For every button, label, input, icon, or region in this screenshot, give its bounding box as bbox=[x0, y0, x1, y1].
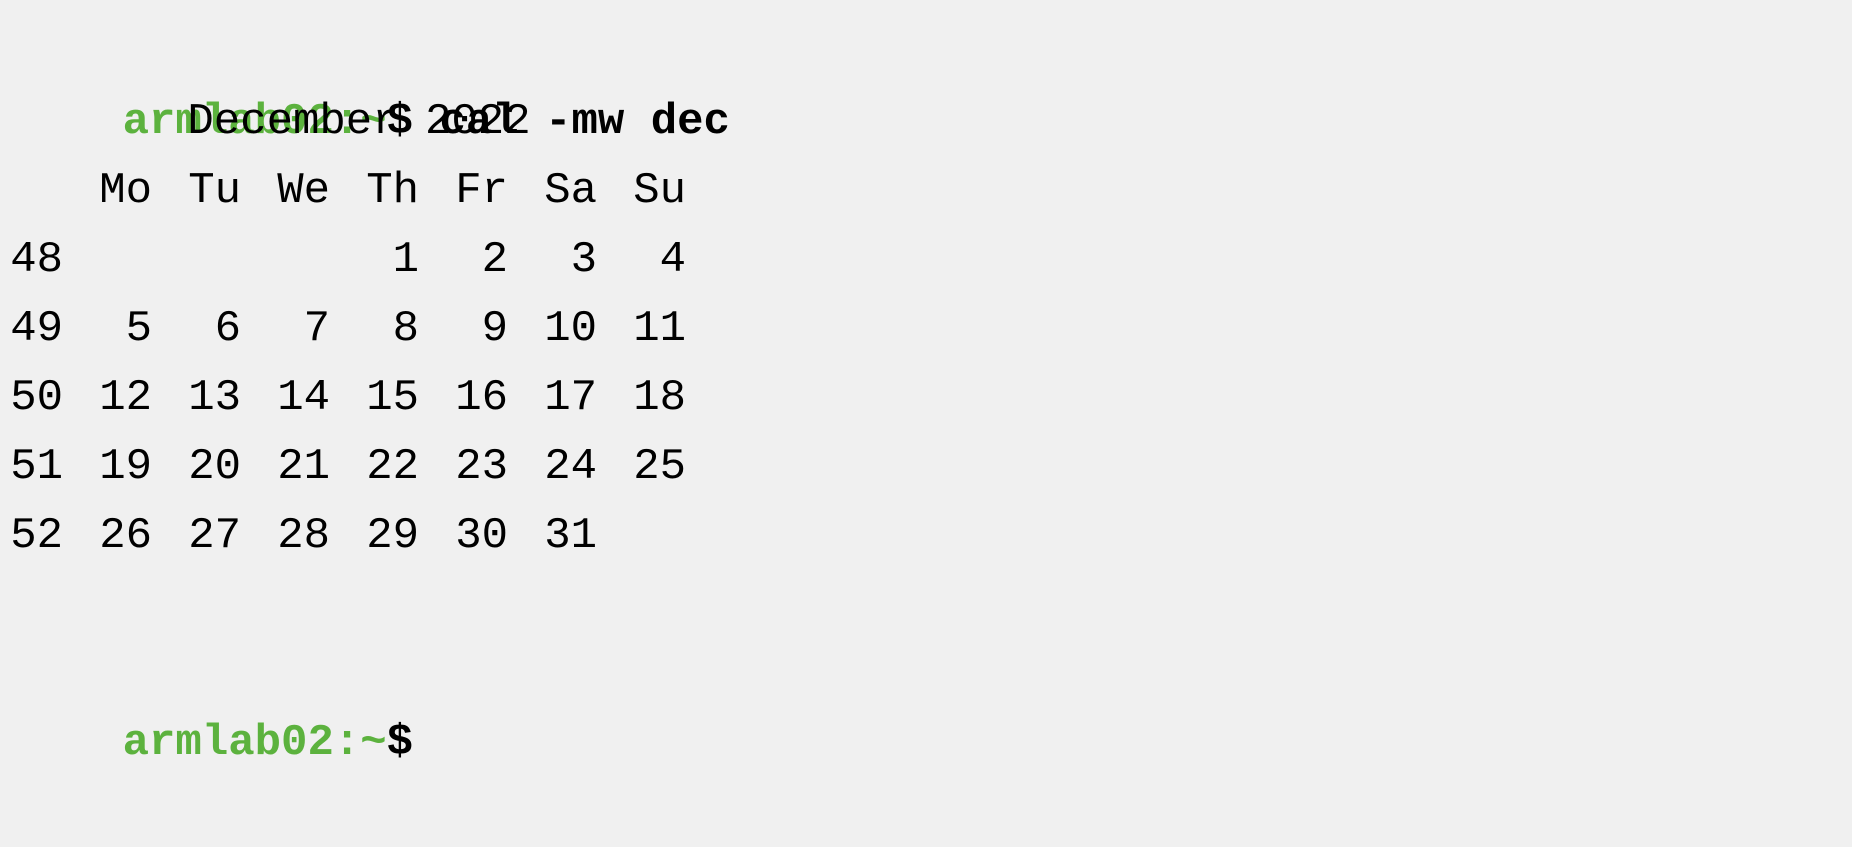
day-cell: 25 bbox=[633, 442, 686, 492]
weekday-label: We bbox=[277, 166, 330, 216]
prompt-host: armlab02:~ bbox=[122, 97, 387, 147]
day-cell: 20 bbox=[188, 442, 241, 492]
day-cell: 2 bbox=[481, 235, 508, 285]
day-cell: 12 bbox=[99, 373, 152, 423]
day-cell: 22 bbox=[366, 442, 419, 492]
day-cell: 17 bbox=[544, 373, 597, 423]
day-cell: 8 bbox=[392, 304, 419, 354]
day-cell: 14 bbox=[277, 373, 330, 423]
weekday-label: Fr bbox=[455, 166, 508, 216]
day-cell: 29 bbox=[366, 511, 419, 561]
weekday-label: Mo bbox=[99, 166, 152, 216]
day-cell: 15 bbox=[366, 373, 419, 423]
day-cell: 9 bbox=[481, 304, 508, 354]
day-cell: 5 bbox=[125, 304, 152, 354]
command-line: armlab02:~$ cal -mw dec bbox=[17, 19, 730, 147]
week-number: 49 bbox=[10, 304, 63, 354]
day-cell: 11 bbox=[633, 304, 686, 354]
day-cell: 19 bbox=[99, 442, 152, 492]
week-number: 52 bbox=[10, 511, 63, 561]
prompt-sign: $ bbox=[386, 718, 414, 768]
day-cell: 3 bbox=[570, 235, 597, 285]
terminal-window[interactable]: armlab02:~$ cal -mw dec December 2022 Mo… bbox=[0, 0, 1852, 768]
day-cell: 7 bbox=[303, 304, 330, 354]
weekday-label: Su bbox=[633, 166, 686, 216]
day-cell: 13 bbox=[188, 373, 241, 423]
prompt-host: armlab02:~ bbox=[122, 718, 387, 768]
day-cell: 26 bbox=[99, 511, 152, 561]
day-cell: 23 bbox=[455, 442, 508, 492]
week-number: 50 bbox=[10, 373, 63, 423]
day-cell: 27 bbox=[188, 511, 241, 561]
weekday-label: Th bbox=[366, 166, 419, 216]
day-cell: 16 bbox=[455, 373, 508, 423]
day-cell: 21 bbox=[277, 442, 330, 492]
day-cell: 10 bbox=[544, 304, 597, 354]
day-cell: 18 bbox=[633, 373, 686, 423]
week-number: 48 bbox=[10, 235, 63, 285]
command-text: cal -mw dec bbox=[413, 97, 730, 147]
day-cell: 4 bbox=[659, 235, 686, 285]
prompt-sign: $ bbox=[386, 97, 414, 147]
day-cell: 24 bbox=[544, 442, 597, 492]
weekday-label: Sa bbox=[544, 166, 597, 216]
day-cell: 31 bbox=[544, 511, 597, 561]
day-cell: 30 bbox=[455, 511, 508, 561]
day-cell: 28 bbox=[277, 511, 330, 561]
weekday-label: Tu bbox=[188, 166, 241, 216]
active-prompt-line[interactable]: armlab02:~$ bbox=[17, 640, 413, 768]
day-cell: 1 bbox=[392, 235, 419, 285]
week-number: 51 bbox=[10, 442, 63, 492]
calendar-title: December 2022 bbox=[187, 97, 531, 147]
day-cell: 6 bbox=[214, 304, 241, 354]
